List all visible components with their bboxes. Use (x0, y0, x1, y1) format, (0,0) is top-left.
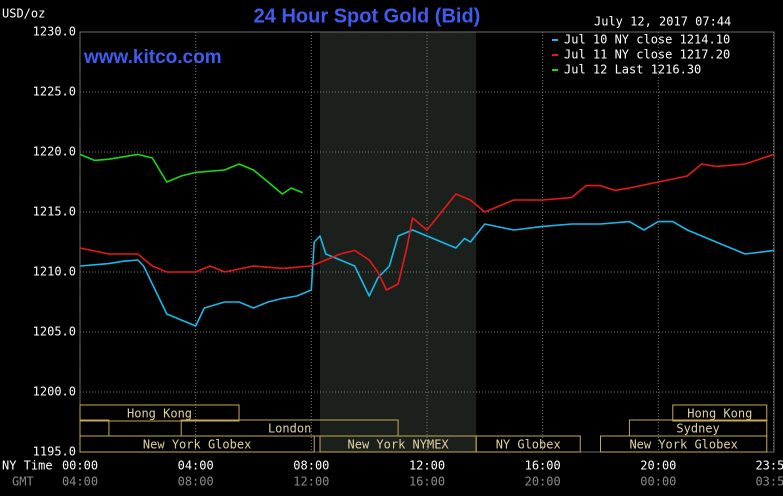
timestamp: July 12, 2017 07:44 (594, 15, 731, 29)
series-line (79, 153, 775, 291)
x-tick-label: 12:00 (409, 459, 445, 473)
session-label: Hong Kong (127, 407, 192, 421)
legend-label: Jul 12 Last 1216.30 (564, 63, 701, 77)
x2-tick-label: 16:00 (409, 475, 445, 489)
session-label: London (268, 422, 311, 436)
y-tick-label: 1195.0 (33, 445, 76, 459)
y-tick-label: 1205.0 (33, 325, 76, 339)
x2-tick-label: 03:59 (755, 475, 783, 489)
x-tick-label: 16:00 (525, 459, 561, 473)
x2-tick-label: 08:00 (178, 475, 214, 489)
x2-tick-label: 12:00 (293, 475, 329, 489)
session-label: Hong Kong (687, 407, 752, 421)
x-tick-label: 20:00 (640, 459, 676, 473)
session-box (79, 419, 110, 437)
x-tick-label: 08:00 (293, 459, 329, 473)
y-tick-label: 1225.0 (33, 85, 76, 99)
x-tick-label: 23:59 (755, 459, 783, 473)
y-tick-label: 1210.0 (33, 265, 76, 279)
y-axis-label: USD/oz (2, 7, 45, 21)
legend-label: Jul 10 NY close 1214.10 (564, 33, 730, 47)
x2-axis-label: GMT (12, 475, 34, 489)
series-line (79, 153, 304, 195)
x-axis-label: NY Time (2, 459, 53, 473)
session-box (475, 435, 581, 453)
x2-tick-label: 00:00 (640, 475, 676, 489)
y-tick-label: 1200.0 (33, 385, 76, 399)
session-label: New York Globex (143, 438, 251, 452)
x2-tick-label: 04:00 (62, 475, 98, 489)
session-box (672, 404, 768, 422)
legend-label: Jul 11 NY close 1217.20 (564, 48, 730, 62)
session-box (79, 404, 240, 422)
session-box (600, 435, 768, 453)
y-tick-label: 1220.0 (33, 145, 76, 159)
y-tick-label: 1230.0 (33, 25, 76, 39)
session-box (79, 435, 315, 453)
session-label: New York NYMEX (348, 438, 450, 452)
series-line (79, 220, 775, 327)
watermark: www.kitco.com (83, 47, 222, 68)
x-tick-label: 04:00 (178, 459, 214, 473)
y-tick-label: 1215.0 (33, 205, 76, 219)
session-label: Sydney (676, 422, 719, 436)
chart-title: 24 Hour Spot Gold (Bid) (254, 5, 481, 27)
x2-tick-label: 20:00 (525, 475, 561, 489)
x-tick-label: 00:00 (62, 459, 98, 473)
session-label: New York Globex (629, 438, 737, 452)
session-label: NY Globex (496, 438, 561, 452)
session-shade (320, 32, 477, 452)
